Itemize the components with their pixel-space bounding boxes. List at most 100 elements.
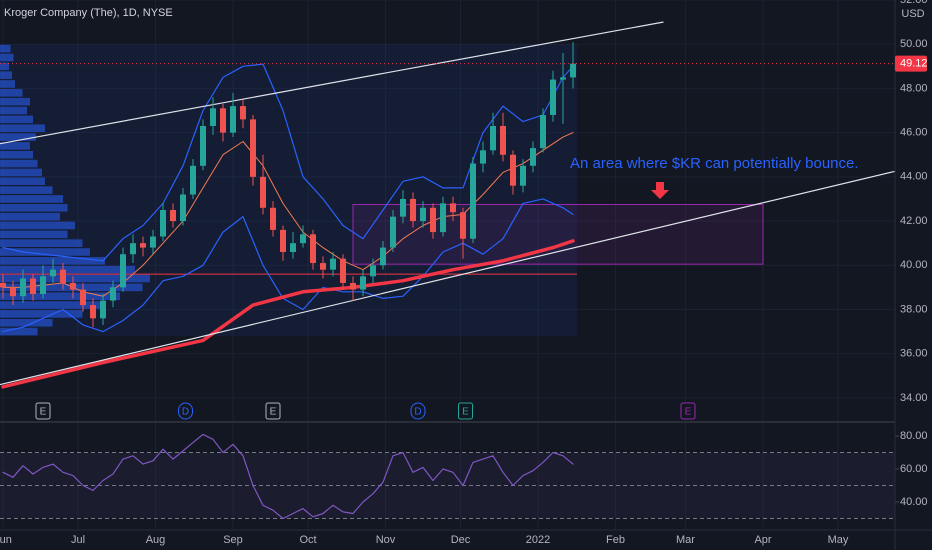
y-tick-label: 46.00 bbox=[900, 127, 928, 139]
candle-body bbox=[470, 163, 476, 239]
volume-profile-bar bbox=[0, 159, 38, 168]
candle-body bbox=[340, 258, 346, 283]
candle-body bbox=[20, 278, 26, 297]
event-marker bbox=[178, 402, 193, 420]
y-tick-label: 44.00 bbox=[900, 171, 928, 183]
candle-body bbox=[230, 106, 236, 133]
candle-body bbox=[370, 265, 376, 277]
candle-body bbox=[560, 77, 566, 80]
candle-body bbox=[60, 269, 66, 283]
candle-body bbox=[180, 194, 186, 222]
y-tick-label: 52.00 bbox=[900, 0, 928, 6]
event-marker bbox=[680, 402, 696, 420]
candle-body bbox=[300, 234, 306, 244]
rsi-tick-label: 60.00 bbox=[900, 463, 928, 475]
volume-profile-bar bbox=[0, 71, 12, 79]
candle-body bbox=[170, 210, 176, 222]
volume-profile-bar bbox=[0, 239, 83, 247]
volume-profile-bar bbox=[0, 310, 83, 318]
volume-profile-bar bbox=[0, 221, 75, 230]
x-tick-label: Apr bbox=[754, 534, 771, 546]
candle-body bbox=[350, 282, 356, 290]
event-label: E bbox=[685, 407, 692, 418]
trend-line bbox=[0, 21, 664, 145]
event-marker bbox=[458, 402, 473, 420]
volume-profile-bar bbox=[0, 89, 23, 97]
volume-profile-bar bbox=[0, 142, 30, 150]
volume-profile-bar bbox=[0, 265, 135, 274]
x-tick-label: Jun bbox=[0, 534, 12, 546]
candle-body bbox=[380, 247, 386, 266]
y-tick-label: 50.00 bbox=[900, 38, 928, 50]
x-tick-label: Aug bbox=[146, 534, 166, 546]
event-label: E bbox=[40, 407, 47, 418]
candle-body bbox=[30, 278, 36, 294]
annotation-arrow bbox=[651, 182, 669, 199]
volume-profile-bar bbox=[0, 301, 105, 309]
candle-body bbox=[530, 148, 536, 166]
volume-profile-bar bbox=[0, 97, 30, 106]
volume-profile-bar bbox=[0, 318, 53, 327]
candle-body bbox=[250, 119, 256, 177]
candle-body bbox=[210, 108, 216, 126]
candle-body bbox=[280, 229, 286, 252]
chart-title: Kroger Company (The), 1D, NYSE bbox=[4, 7, 173, 19]
indicator-line bbox=[2, 132, 574, 297]
candle-body bbox=[140, 243, 146, 248]
rsi-line bbox=[2, 433, 574, 520]
volume-profile-bar bbox=[0, 62, 9, 71]
volume-profile-bar bbox=[0, 80, 15, 88]
x-tick-label: Mar bbox=[676, 534, 695, 546]
x-tick-label: Sep bbox=[223, 534, 243, 546]
candle-body bbox=[480, 150, 486, 164]
x-tick-label: Jul bbox=[71, 534, 85, 546]
x-tick-label: May bbox=[828, 534, 849, 546]
y-tick-label: 38.00 bbox=[900, 303, 928, 315]
event-label: D bbox=[182, 407, 189, 418]
x-tick-label: Feb bbox=[606, 534, 625, 546]
x-tick-label: Nov bbox=[376, 534, 396, 546]
y-tick-label: 42.00 bbox=[900, 215, 928, 227]
volume-profile-bar bbox=[0, 177, 45, 186]
volume-profile-bar bbox=[0, 106, 27, 115]
volume-profile-bar bbox=[0, 115, 33, 124]
candle-body bbox=[330, 258, 336, 270]
candle-body bbox=[550, 79, 556, 115]
currency: USD bbox=[901, 8, 924, 20]
y-tick-label: 36.00 bbox=[900, 348, 928, 360]
volume-profile-bar bbox=[0, 327, 38, 336]
candle-body bbox=[0, 282, 6, 288]
y-tick-label: 34.00 bbox=[900, 392, 928, 404]
candle-body bbox=[220, 108, 226, 133]
volume-profile-bar bbox=[0, 53, 14, 62]
candle-body bbox=[490, 126, 496, 151]
candle-body bbox=[410, 198, 416, 222]
candle-body bbox=[450, 203, 456, 213]
candle-body bbox=[80, 289, 86, 306]
candle-body bbox=[150, 236, 156, 248]
candle-body bbox=[440, 203, 446, 233]
volume-profile-bar bbox=[0, 186, 53, 194]
volume-profile-bar bbox=[0, 124, 45, 133]
x-tick-label: 2022 bbox=[526, 534, 550, 546]
volume-profile-bar bbox=[0, 150, 33, 159]
event-marker bbox=[410, 402, 426, 420]
rsi-band-fill bbox=[0, 452, 895, 519]
candle-body bbox=[540, 114, 546, 149]
candle-body bbox=[460, 212, 466, 239]
indicator-line bbox=[2, 63, 574, 262]
candle-body bbox=[40, 276, 46, 294]
volume-profile-bar bbox=[0, 212, 60, 221]
rsi-tick-label: 80.00 bbox=[900, 430, 928, 442]
candle-body bbox=[50, 269, 56, 277]
event-marker bbox=[35, 402, 51, 420]
candle-body bbox=[240, 106, 246, 120]
candle-body bbox=[70, 282, 76, 290]
candle-body bbox=[260, 176, 266, 208]
candle-body bbox=[10, 287, 16, 297]
candle-body bbox=[160, 210, 166, 237]
volume-profile-bar bbox=[0, 230, 68, 239]
